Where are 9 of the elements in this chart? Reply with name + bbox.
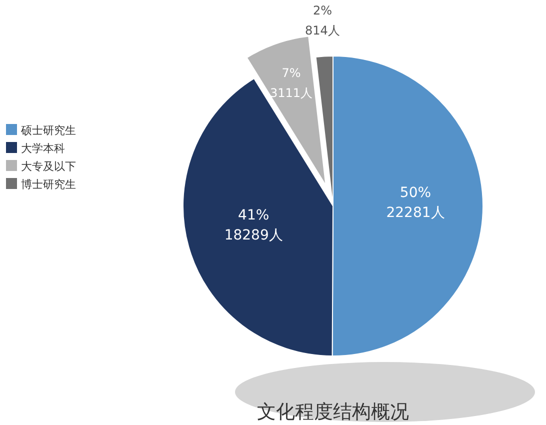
data-label: 2% 814人 <box>305 3 340 38</box>
legend-label: 大专及以下 <box>21 160 76 173</box>
legend-label: 大学本科 <box>21 142 65 155</box>
data-label: 41% 18289人 <box>224 207 283 244</box>
text: 文化程度结构概况 <box>257 401 409 423</box>
legend-label: 硕士研究生 <box>20 124 76 137</box>
legend-label: 博士研究生 <box>21 178 76 191</box>
data-label: 7% 3111人 <box>270 66 313 100</box>
data-label: 50% 22281人 <box>386 185 445 222</box>
